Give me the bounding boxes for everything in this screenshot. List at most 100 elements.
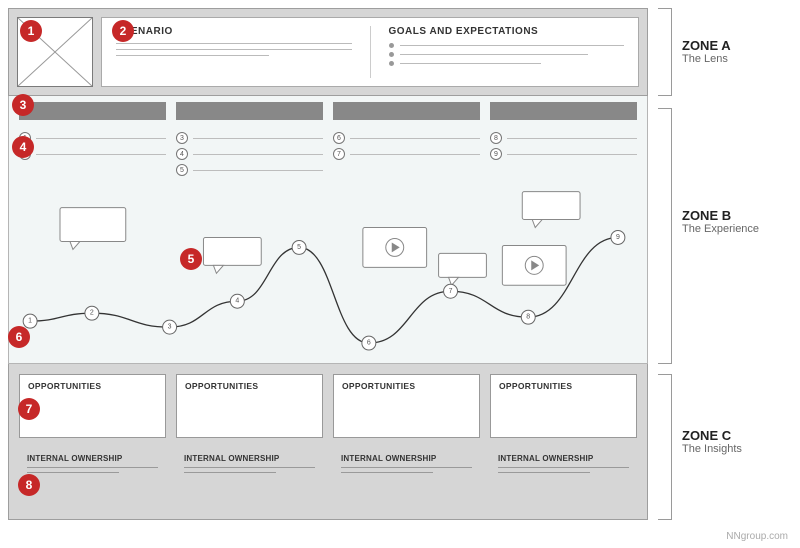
annotation-marker: 4 — [12, 136, 34, 158]
phase-header — [19, 102, 166, 120]
journey-map-diagram: SCENARIO GOALS AND EXPECTATIONS 12345678… — [8, 8, 648, 520]
opportunities-title: OPPORTUNITIES — [342, 381, 471, 391]
curve-node — [230, 294, 244, 308]
opportunities-row: OPPORTUNITIES OPPORTUNITIES OPPORTUNITIES O… — [19, 374, 637, 438]
zone-bracket — [658, 108, 672, 364]
annotation-marker: 3 — [12, 94, 34, 116]
step-lists: 123456789 — [9, 128, 647, 180]
step-number: 5 — [176, 164, 188, 176]
zone-bracket — [658, 8, 672, 96]
annotation-marker: 1 — [20, 20, 42, 42]
phase-headers — [9, 102, 647, 120]
svg-text:4: 4 — [235, 298, 239, 305]
video-thumb — [363, 228, 427, 268]
step-row: 6 — [333, 132, 480, 144]
phase-header — [333, 102, 480, 120]
scenario-section: SCENARIO — [116, 26, 352, 78]
curve-node — [521, 310, 535, 324]
step-number: 3 — [176, 132, 188, 144]
ownership-title: INTERNAL OWNERSHIP — [341, 454, 472, 463]
goals-section: GOALS AND EXPECTATIONS — [370, 26, 625, 78]
opportunities-title: OPPORTUNITIES — [28, 381, 157, 391]
zone-name: ZONE C — [682, 428, 742, 443]
step-row: 8 — [490, 132, 637, 144]
video-thumb — [502, 245, 566, 285]
zone-subtitle: The Insights — [682, 443, 742, 455]
curve-node — [85, 306, 99, 320]
opportunities-title: OPPORTUNITIES — [185, 381, 314, 391]
step-number: 8 — [490, 132, 502, 144]
step-number: 7 — [333, 148, 345, 160]
annotation-marker: 8 — [18, 474, 40, 496]
curve-node — [444, 284, 458, 298]
zone-b: 123456789 123456789 — [8, 96, 648, 364]
step-row: 2 — [19, 148, 166, 160]
speech-bubble — [60, 208, 126, 242]
zone-label: ZONE AThe Lens — [682, 38, 731, 65]
ownership-block: INTERNAL OWNERSHIP — [19, 450, 166, 481]
step-row: 9 — [490, 148, 637, 160]
speech-bubble — [522, 192, 580, 220]
svg-text:1: 1 — [28, 318, 32, 325]
step-number: 6 — [333, 132, 345, 144]
step-row: 5 — [176, 164, 323, 176]
scenario-goals-panel: SCENARIO GOALS AND EXPECTATIONS — [101, 17, 639, 87]
ownership-title: INTERNAL OWNERSHIP — [184, 454, 315, 463]
opportunities-card: OPPORTUNITIES — [490, 374, 637, 438]
opportunities-card: OPPORTUNITIES — [176, 374, 323, 438]
opportunities-title: OPPORTUNITIES — [499, 381, 628, 391]
opportunities-card: OPPORTUNITIES — [333, 374, 480, 438]
curve-node — [292, 240, 306, 254]
zone-a: SCENARIO GOALS AND EXPECTATIONS — [8, 8, 648, 96]
step-row: 1 — [19, 132, 166, 144]
speech-bubble — [203, 237, 261, 265]
svg-text:3: 3 — [168, 324, 172, 331]
zone-name: ZONE A — [682, 38, 731, 53]
curve-node — [163, 320, 177, 334]
play-icon — [386, 238, 404, 256]
scenario-title: SCENARIO — [116, 26, 352, 37]
play-icon — [525, 256, 543, 274]
step-number: 4 — [176, 148, 188, 160]
zone-label: ZONE BThe Experience — [682, 208, 759, 235]
zone-c: OPPORTUNITIES OPPORTUNITIES OPPORTUNITIES O… — [8, 364, 648, 520]
speech-bubble — [439, 253, 487, 277]
svg-text:6: 6 — [367, 340, 371, 347]
step-row: 3 — [176, 132, 323, 144]
curve-node — [611, 230, 625, 244]
ownership-block: INTERNAL OWNERSHIP — [490, 450, 637, 481]
zone-subtitle: The Lens — [682, 53, 731, 65]
annotation-marker: 7 — [18, 398, 40, 420]
annotation-marker: 2 — [112, 20, 134, 42]
ownership-block: INTERNAL OWNERSHIP — [176, 450, 323, 481]
ownership-title: INTERNAL OWNERSHIP — [27, 454, 158, 463]
goals-title: GOALS AND EXPECTATIONS — [389, 26, 625, 37]
step-list: 89 — [490, 128, 637, 180]
step-list: 3 4 5 — [176, 128, 323, 180]
ownership-block: INTERNAL OWNERSHIP — [333, 450, 480, 481]
svg-text:2: 2 — [90, 310, 94, 317]
ownership-row: INTERNAL OWNERSHIP INTERNAL OWNERSHIP INTE… — [19, 450, 637, 481]
ownership-title: INTERNAL OWNERSHIP — [498, 454, 629, 463]
attribution: NNgroup.com — [726, 531, 788, 542]
zone-subtitle: The Experience — [682, 223, 759, 235]
curve-node — [23, 314, 37, 328]
opportunities-card: OPPORTUNITIES — [19, 374, 166, 438]
step-list: 12 — [19, 128, 166, 180]
step-list: 67 — [333, 128, 480, 180]
phase-header — [176, 102, 323, 120]
zone-bracket — [658, 374, 672, 520]
svg-text:7: 7 — [449, 288, 453, 295]
zone-label: ZONE CThe Insights — [682, 428, 742, 455]
annotation-marker: 5 — [180, 248, 202, 270]
annotation-marker: 6 — [8, 326, 30, 348]
svg-text:9: 9 — [616, 234, 620, 241]
step-row: 4 — [176, 148, 323, 160]
zone-name: ZONE B — [682, 208, 759, 223]
phase-header — [490, 102, 637, 120]
emotion-curve — [30, 237, 618, 343]
step-row: 7 — [333, 148, 480, 160]
curve-node — [362, 336, 376, 350]
svg-text:5: 5 — [297, 244, 301, 251]
svg-text:8: 8 — [526, 314, 530, 321]
